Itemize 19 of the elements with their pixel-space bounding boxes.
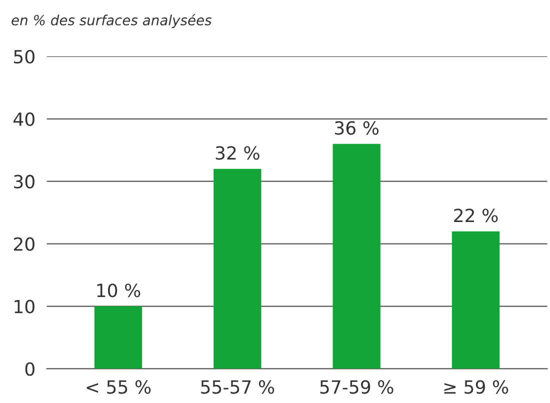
y-axis-title: en % des surfaces analysées bbox=[12, 14, 212, 28]
data-label: 22 % bbox=[454, 208, 498, 222]
y-tick-label: 40 bbox=[14, 112, 34, 126]
data-label: 10 % bbox=[97, 284, 140, 298]
y-tick-label: 0 bbox=[25, 362, 34, 376]
data-label: 36 % bbox=[335, 121, 379, 135]
bar bbox=[94, 306, 142, 369]
bar bbox=[452, 231, 500, 369]
x-tick-label: ≥ 59 % bbox=[444, 380, 508, 394]
bar bbox=[332, 144, 380, 369]
y-tick-label: 20 bbox=[14, 237, 34, 251]
x-tick-label: 57-59 % bbox=[320, 380, 394, 394]
x-tick-label: 55-57 % bbox=[201, 380, 274, 394]
y-tick-label: 30 bbox=[14, 174, 34, 188]
y-tick-label: 10 bbox=[14, 300, 34, 314]
y-tick-label: 50 bbox=[14, 50, 34, 64]
x-tick-label: < 55 % bbox=[86, 380, 151, 394]
data-label: 32 % bbox=[216, 146, 260, 160]
bar bbox=[214, 168, 262, 369]
